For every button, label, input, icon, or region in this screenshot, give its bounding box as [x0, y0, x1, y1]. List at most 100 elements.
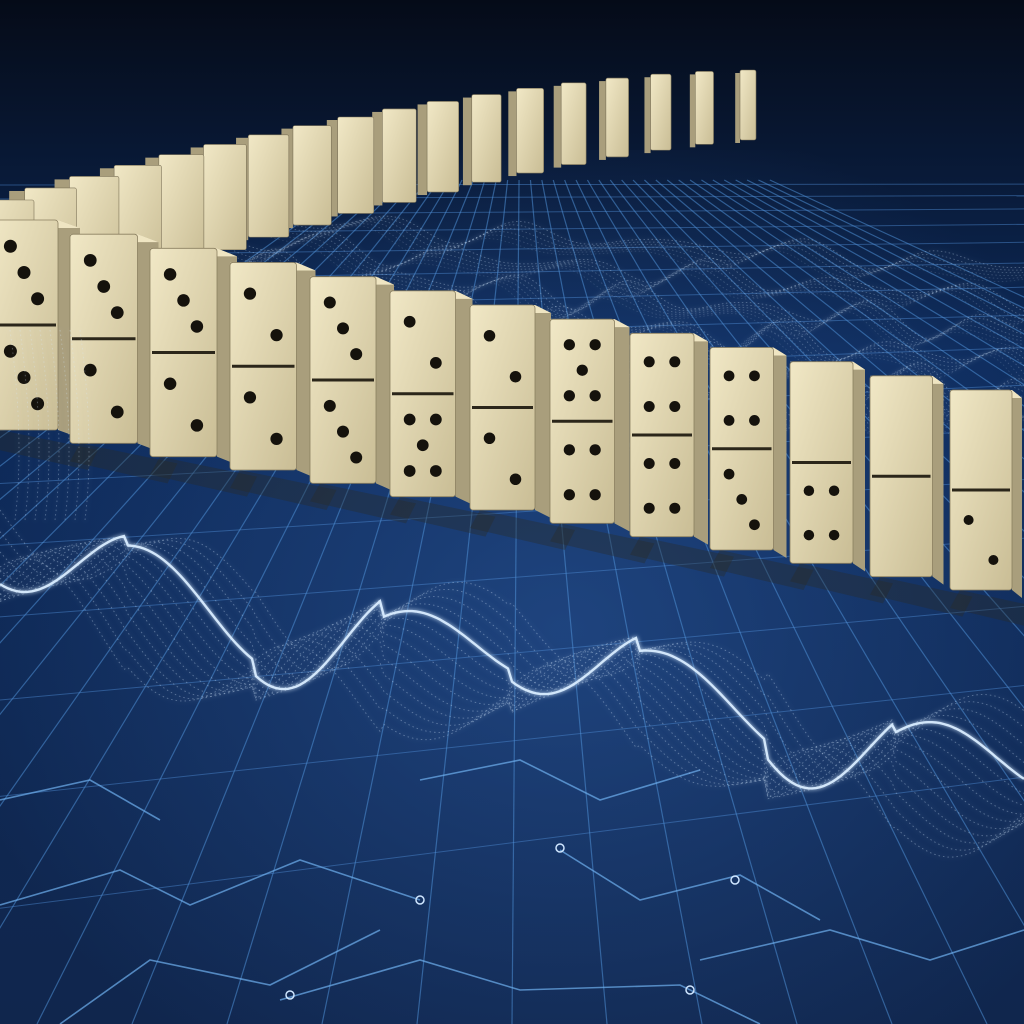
domino-pip — [243, 287, 257, 300]
waveform-line — [0, 534, 1024, 790]
domino-pip — [17, 371, 31, 384]
domino-pip — [589, 339, 601, 351]
domino-pip — [643, 356, 655, 368]
domino-side — [417, 104, 428, 196]
domino-face — [158, 154, 205, 264]
grid-line — [723, 179, 1024, 350]
domino-face — [203, 144, 247, 251]
domino-side — [689, 74, 696, 148]
back-domino — [326, 116, 375, 217]
domino-face — [292, 125, 332, 226]
waveform-line — [0, 551, 1024, 844]
front-domino — [629, 332, 734, 577]
domino-pip — [563, 339, 575, 351]
domino-pip — [337, 322, 349, 335]
domino-shadow — [710, 550, 814, 590]
domino-pip — [83, 363, 97, 377]
domino-pip — [589, 390, 601, 402]
domino-pip — [323, 296, 336, 309]
domino-side — [372, 111, 383, 206]
domino-shadow — [870, 576, 973, 617]
waveform-line — [0, 554, 1024, 851]
domino-pip — [563, 444, 575, 456]
front-domino — [789, 361, 893, 604]
waveform-line — [59, 264, 1024, 364]
domino-side — [535, 305, 551, 518]
grid-line — [575, 179, 988, 1024]
back-domino — [553, 82, 587, 168]
domino-pip — [749, 519, 760, 531]
domino-side — [644, 77, 651, 154]
domino-pip — [576, 364, 588, 376]
front-domino — [709, 347, 814, 590]
domino-pip — [669, 502, 681, 514]
domino-side — [455, 290, 473, 505]
domino-pip — [190, 419, 204, 432]
waveform-line — [59, 231, 1024, 325]
circuit-node — [685, 985, 695, 995]
waveform-line — [0, 548, 1024, 837]
grid-line — [0, 605, 1024, 701]
grid-line — [564, 179, 893, 1024]
domino-shadow — [70, 443, 178, 484]
domino-pip — [643, 502, 655, 514]
domino-pip — [350, 451, 363, 464]
domino-side — [735, 73, 740, 143]
circuit-node — [555, 843, 565, 853]
domino-pip — [163, 268, 177, 281]
domino-pip — [403, 465, 416, 477]
back-domino — [372, 108, 417, 206]
domino-side — [932, 375, 944, 585]
waveform-line — [59, 267, 1024, 374]
domino-pip — [163, 377, 177, 390]
domino-pip — [589, 489, 601, 501]
domino-shadow — [550, 523, 655, 564]
circuit-trace — [0, 779, 161, 821]
domino-pip — [83, 253, 97, 267]
waveform-line — [59, 236, 1024, 327]
domino-pip — [403, 315, 416, 328]
domino-pip — [177, 294, 190, 307]
domino-pip — [429, 413, 442, 426]
domino-pip — [643, 401, 655, 413]
domino-pip — [110, 405, 124, 419]
domino-side — [326, 119, 338, 217]
grid-line — [586, 179, 1024, 927]
grid-line — [689, 179, 1024, 407]
domino-pip — [589, 444, 601, 456]
domino-face — [382, 108, 417, 203]
domino-shadow — [470, 510, 575, 550]
front-domino — [869, 375, 973, 617]
front-domino — [469, 304, 575, 550]
domino-face — [605, 77, 629, 158]
domino-side — [614, 319, 630, 532]
domino-side — [1012, 390, 1022, 598]
domino-shadow — [310, 483, 416, 524]
domino-pip — [749, 370, 760, 382]
waveform-line — [0, 536, 1024, 794]
domino-side — [853, 361, 865, 572]
domino-face — [560, 82, 587, 165]
domino-pip — [110, 306, 124, 319]
domino-side — [694, 333, 708, 545]
domino-pip — [483, 432, 496, 444]
circuit-node — [730, 875, 740, 885]
domino-pip — [17, 266, 31, 279]
domino-side — [376, 276, 394, 492]
circuit-trace — [0, 859, 421, 906]
waveform-line — [0, 541, 1024, 782]
domino-face — [337, 116, 375, 214]
domino-pip — [97, 280, 111, 293]
front-domino-row — [0, 219, 1024, 626]
domino-pip — [190, 320, 204, 333]
domino-pip — [749, 415, 760, 426]
circuit-trace — [59, 929, 381, 1024]
domino-pip — [988, 555, 999, 565]
grid-line — [0, 684, 1024, 797]
grid-line — [598, 179, 1024, 802]
domino-pip — [963, 515, 974, 525]
domino-side — [462, 97, 472, 186]
domino-pip — [337, 425, 349, 438]
waveform-line — [59, 265, 1024, 367]
